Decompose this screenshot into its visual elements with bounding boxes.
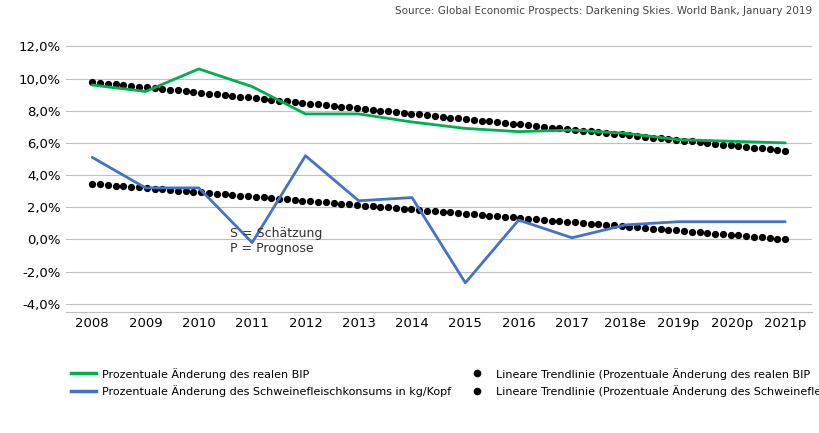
Text: S = Schätzung
P = Prognose: S = Schätzung P = Prognose bbox=[229, 227, 322, 255]
Legend: Prozentuale Änderung des realen BIP, Prozentuale Änderung des Schweinefleischkon: Prozentuale Änderung des realen BIP, Pro… bbox=[71, 368, 819, 397]
Text: Source: Global Economic Prospects: Darkening Skies. World Bank, January 2019: Source: Global Economic Prospects: Darke… bbox=[394, 6, 811, 16]
